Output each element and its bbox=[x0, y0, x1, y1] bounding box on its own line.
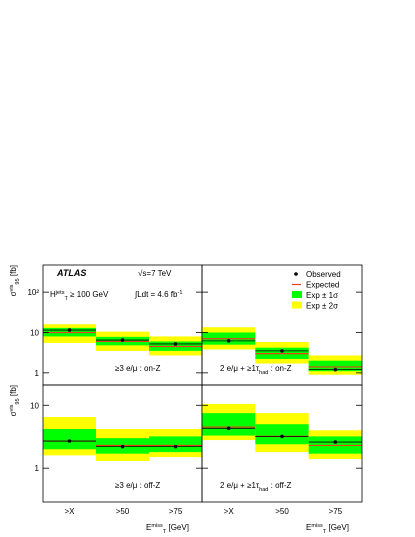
x-tick-label: >75 bbox=[169, 507, 183, 516]
text-part: had bbox=[259, 370, 268, 376]
text-part: vis bbox=[9, 404, 15, 411]
text-part: had bbox=[259, 487, 268, 493]
observed-point bbox=[67, 439, 72, 443]
rich-text: ≥3 e/μ : on-Z bbox=[115, 364, 161, 373]
text-part: 2 e/μ + ≥1τ bbox=[220, 481, 260, 490]
observed-point bbox=[120, 444, 125, 449]
text-part: -1 bbox=[177, 290, 182, 296]
text-part: 95 bbox=[15, 398, 21, 404]
text-part: ≥3 e/μ : off-Z bbox=[115, 481, 160, 490]
rich-text: 2 e/μ + ≥1τhad : on-Z bbox=[220, 364, 292, 376]
text-part: σ bbox=[9, 411, 18, 416]
x-tick-label: >50 bbox=[116, 507, 130, 516]
text-part: ∫Ldt = 4.6 fb bbox=[134, 290, 178, 299]
observed-point bbox=[173, 444, 178, 449]
observed-point bbox=[280, 349, 284, 353]
energy-label: √s=7 TeV bbox=[138, 269, 172, 278]
y-tick-label: 1 bbox=[35, 369, 40, 378]
observed-point bbox=[280, 434, 284, 439]
text-part: [fb] bbox=[9, 265, 18, 278]
observed-point bbox=[173, 342, 178, 346]
text-part: T bbox=[65, 296, 69, 302]
text-part: miss bbox=[311, 523, 323, 529]
text-part: [fb] bbox=[9, 385, 18, 398]
sigma1-band bbox=[255, 424, 309, 445]
y-tick-label: 10 bbox=[30, 328, 39, 337]
text-part: T bbox=[163, 529, 167, 535]
legend-marker bbox=[294, 272, 298, 276]
y-tick-label: 10 bbox=[30, 401, 39, 410]
rich-text: σvis95 [fb] bbox=[9, 385, 21, 416]
rich-text: σvis95 [fb] bbox=[9, 265, 21, 296]
sigma1-band bbox=[202, 413, 256, 436]
y-tick-label: 10² bbox=[27, 288, 39, 297]
text-part: [GeV] bbox=[166, 523, 189, 532]
x-tick-label: >X bbox=[64, 507, 75, 516]
text-part: ≥3 e/μ : on-Z bbox=[115, 364, 161, 373]
observed-point bbox=[120, 338, 125, 342]
text-part: H bbox=[50, 290, 56, 299]
sigma1-band bbox=[149, 436, 202, 453]
sigma1-band bbox=[43, 428, 96, 450]
legend-marker bbox=[292, 301, 302, 309]
legend-label: Exp ± 1σ bbox=[306, 291, 338, 300]
x-tick-label: >X bbox=[224, 507, 235, 516]
text-part: jets bbox=[55, 290, 65, 296]
legend-label: Observed bbox=[306, 270, 341, 279]
rich-text: ∫Ldt = 4.6 fb-1 bbox=[134, 290, 182, 299]
panel-frame bbox=[201, 384, 363, 503]
text-part: σ bbox=[9, 291, 18, 296]
experiment-label: ATLAS bbox=[56, 268, 86, 278]
legend-label: Expected bbox=[306, 281, 339, 290]
legend-label: Exp ± 2σ bbox=[306, 302, 338, 311]
text-part: E bbox=[146, 523, 151, 532]
rich-text: ≥3 e/μ : off-Z bbox=[115, 481, 160, 490]
x-tick-label: >75 bbox=[329, 507, 343, 516]
rich-text: EmissT [GeV] bbox=[146, 523, 189, 535]
x-tick-label: >50 bbox=[275, 507, 289, 516]
observed-point bbox=[226, 339, 231, 343]
rich-text: HjetsT ≥ 100 GeV bbox=[50, 290, 109, 302]
observed-point bbox=[333, 367, 338, 372]
observed-point bbox=[226, 426, 231, 431]
text-part: [GeV] bbox=[326, 523, 349, 532]
text-part: 2 e/μ + ≥1τ bbox=[220, 364, 260, 373]
text-part: T bbox=[323, 529, 327, 535]
text-part: : off-Z bbox=[268, 481, 291, 490]
text-part: vis bbox=[9, 284, 15, 291]
sigma1-band bbox=[308, 360, 362, 372]
rich-text: 2 e/μ + ≥1τhad : off-Z bbox=[220, 481, 292, 493]
observed-point bbox=[67, 328, 72, 332]
text-part: E bbox=[306, 523, 311, 532]
legend-marker bbox=[292, 291, 302, 298]
observed-point bbox=[333, 440, 338, 444]
rich-text: EmissT [GeV] bbox=[306, 523, 349, 535]
text-part: ≥ 100 GeV bbox=[68, 290, 109, 299]
text-part: miss bbox=[151, 523, 163, 529]
y-tick-label: 1 bbox=[35, 464, 40, 473]
text-part: 95 bbox=[15, 278, 21, 284]
text-part: : on-Z bbox=[268, 364, 291, 373]
